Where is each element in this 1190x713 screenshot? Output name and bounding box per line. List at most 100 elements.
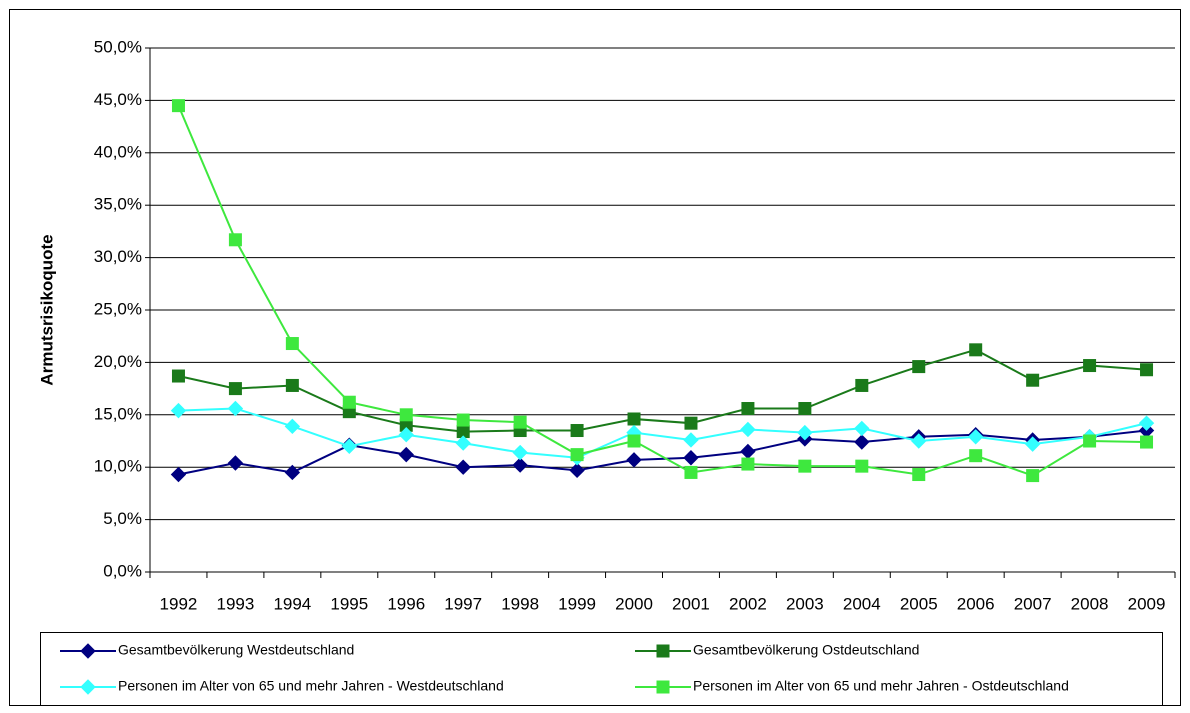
- marker: [626, 452, 642, 468]
- marker: [456, 413, 470, 427]
- legend-box: [40, 632, 1163, 706]
- marker: [912, 360, 926, 374]
- marker: [455, 435, 471, 451]
- marker: [512, 457, 528, 473]
- x-tick-label: 1993: [217, 594, 255, 613]
- marker: [341, 438, 358, 454]
- x-tick-label: 2001: [672, 594, 710, 613]
- y-axis-title: Armutsrisikoquote: [37, 234, 56, 385]
- x-tick-label: 1998: [501, 594, 539, 613]
- series-line: [178, 407, 1147, 459]
- x-tick-label: 2006: [957, 594, 995, 613]
- x-tick-label: 2005: [900, 594, 938, 613]
- y-tick-label: 40,0%: [94, 142, 142, 161]
- x-tick-label: 2004: [843, 594, 881, 613]
- x-tick-label: 1992: [160, 594, 198, 613]
- series-line: [178, 429, 1147, 476]
- marker: [569, 462, 585, 479]
- marker: [1083, 434, 1097, 448]
- marker: [969, 343, 983, 357]
- x-tick-label: 1999: [558, 594, 596, 613]
- series-line: [177, 105, 1147, 477]
- marker: [969, 449, 983, 463]
- marker: [912, 468, 926, 482]
- marker: [1083, 359, 1097, 373]
- chart-border: [9, 9, 1181, 706]
- marker: [855, 378, 869, 392]
- marker: [284, 418, 301, 435]
- marker: [740, 421, 756, 438]
- y-tick-label: 25,0%: [94, 299, 142, 318]
- marker: [1026, 373, 1040, 387]
- x-tick-label: 2008: [1071, 594, 1109, 613]
- marker: [798, 459, 812, 473]
- x-tick-label: 1994: [273, 594, 311, 613]
- marker: [228, 382, 242, 396]
- legend-marker: [656, 680, 670, 694]
- x-tick-label: 1995: [330, 594, 368, 613]
- y-tick-label: 10,0%: [94, 457, 142, 476]
- marker: [398, 427, 414, 443]
- legend-label: Personen im Alter von 65 und mehr Jahren…: [118, 678, 504, 694]
- y-tick-label: 0,0%: [103, 561, 142, 580]
- marker: [227, 400, 244, 417]
- y-tick-label: 35,0%: [94, 195, 142, 214]
- y-tick-label: 50,0%: [94, 37, 142, 56]
- x-tick-label: 1997: [444, 594, 482, 613]
- x-tick-label: 2003: [786, 594, 824, 613]
- marker: [171, 369, 185, 383]
- marker: [285, 378, 299, 392]
- y-tick-label: 5,0%: [103, 509, 142, 528]
- marker: [1138, 415, 1155, 431]
- legend-marker: [80, 643, 96, 659]
- x-tick-label: 2009: [1128, 594, 1166, 613]
- marker: [170, 466, 187, 483]
- marker: [285, 337, 299, 351]
- legend-label: Gesamtbevölkerung Westdeutschland: [118, 642, 354, 658]
- marker: [967, 429, 984, 445]
- marker: [512, 444, 528, 461]
- marker: [798, 402, 812, 416]
- y-tick-label: 15,0%: [94, 404, 142, 423]
- marker: [398, 446, 414, 463]
- legend: Gesamtbevölkerung Westdeutschland Gesamtb…: [40, 632, 1163, 706]
- marker: [1026, 469, 1040, 483]
- marker: [683, 432, 699, 448]
- marker: [911, 433, 927, 449]
- marker: [570, 448, 584, 462]
- marker: [170, 402, 187, 419]
- marker: [513, 415, 527, 429]
- series-line: [178, 348, 1147, 433]
- marker: [627, 434, 641, 448]
- marker: [171, 99, 185, 113]
- marker: [855, 459, 869, 473]
- x-tick-label: 2000: [615, 594, 653, 613]
- marker: [399, 408, 413, 422]
- marker: [684, 416, 698, 430]
- marker: [227, 455, 244, 471]
- marker: [741, 402, 755, 416]
- marker: [1140, 363, 1154, 377]
- marker: [854, 434, 870, 450]
- marker: [1140, 435, 1154, 449]
- marker: [741, 457, 755, 471]
- marker: [284, 464, 301, 481]
- legend-marker: [80, 679, 96, 695]
- x-tick-label: 2007: [1014, 594, 1052, 613]
- marker: [854, 420, 870, 437]
- marker: [455, 459, 471, 475]
- marker: [683, 450, 699, 466]
- marker: [1024, 436, 1041, 452]
- y-tick-label: 45,0%: [94, 90, 142, 109]
- legend-label: Personen im Alter von 65 und mehr Jahren…: [693, 678, 1069, 694]
- marker: [342, 395, 356, 409]
- marker: [570, 424, 584, 438]
- x-tick-label: 1996: [387, 594, 425, 613]
- y-tick-label: 30,0%: [94, 247, 142, 266]
- marker: [627, 412, 641, 426]
- marker: [684, 465, 698, 479]
- marker: [228, 233, 242, 247]
- marker: [797, 424, 813, 441]
- x-tick-label: 2002: [729, 594, 767, 613]
